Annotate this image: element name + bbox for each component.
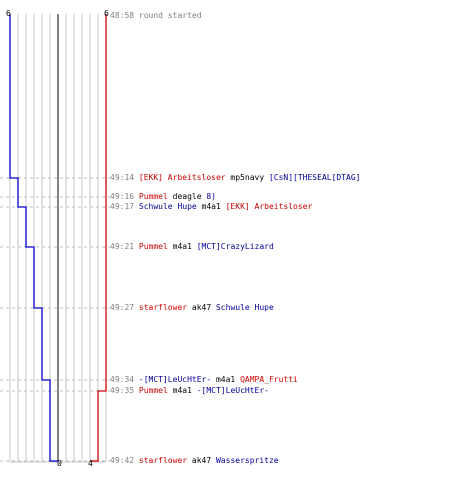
event-weapon: ak47 xyxy=(187,456,212,465)
event-player: [MCT]CrazyLizard xyxy=(191,242,274,251)
event-player: QAMPA_Frutti xyxy=(235,375,298,384)
event-player: Schwule Hupe xyxy=(211,303,274,312)
event-player: [CsN][THESEAL[DTAG] xyxy=(264,173,361,182)
red-start-score: 6 xyxy=(104,9,109,18)
event-player: Wasserspritze xyxy=(211,456,279,465)
event-row: 49:16 Pummel deagle 8) xyxy=(110,192,216,202)
event-time: 49:27 xyxy=(110,303,139,312)
event-time: 49:14 xyxy=(110,173,139,182)
event-weapon: m4a1 xyxy=(167,242,192,251)
event-row: 49:34 -[MCT]LeUcHtEr- m4a1 QAMPA_Frutti xyxy=(110,375,298,385)
red-team-alive-line xyxy=(90,14,107,462)
event-player: -[MCT]LeUcHtEr- xyxy=(191,386,269,395)
event-time: 49:16 xyxy=(110,192,139,201)
event-weapon: m4a1 xyxy=(211,375,236,384)
event-time: 49:34 xyxy=(110,375,139,384)
event-time: 48:58 xyxy=(110,11,139,20)
event-row: 49:17 Schwule Hupe m4a1 [EKK] Arbeitslos… xyxy=(110,202,312,212)
event-time: 49:35 xyxy=(110,386,139,395)
event-player: Schwule Hupe xyxy=(138,202,197,211)
red-end-score: 4 xyxy=(88,459,93,468)
event-weapon: m4a1 xyxy=(167,386,192,395)
event-time: 49:21 xyxy=(110,242,139,251)
event-weapon: mp5navy xyxy=(225,173,265,182)
event-player: Pummel xyxy=(138,386,168,395)
event-time: 49:42 xyxy=(110,456,139,465)
event-time: 49:17 xyxy=(110,202,139,211)
event-row: 49:35 Pummel m4a1 -[MCT]LeUcHtEr- xyxy=(110,386,269,396)
event-player: 8) xyxy=(201,192,216,201)
event-weapon: ak47 xyxy=(187,303,212,312)
event-row: 49:14 [EKK] Arbeitsloser mp5navy [CsN][T… xyxy=(110,173,360,183)
event-player: round started xyxy=(138,11,202,20)
event-player: Pummel xyxy=(138,242,168,251)
event-row: 48:58 round started xyxy=(110,11,202,21)
event-row: 49:42 starflower ak47 Wasserspritze xyxy=(110,456,279,466)
blue-start-score: 6 xyxy=(6,9,11,18)
event-player: [EKK] Arbeitsloser xyxy=(138,173,226,182)
event-player: starflower xyxy=(138,456,188,465)
event-player: -[MCT]LeUcHtEr- xyxy=(138,375,212,384)
event-player: [EKK] Arbeitsloser xyxy=(220,202,313,211)
event-player: Pummel xyxy=(138,192,168,201)
blue-team-alive-line xyxy=(9,14,58,462)
blue-end-score: 0 xyxy=(57,459,62,468)
event-row: 49:21 Pummel m4a1 [MCT]CrazyLizard xyxy=(110,242,274,252)
event-weapon: m4a1 xyxy=(196,202,221,211)
event-player: starflower xyxy=(138,303,188,312)
event-weapon: deagle xyxy=(167,192,202,201)
event-row: 49:27 starflower ak47 Schwule Hupe xyxy=(110,303,274,313)
